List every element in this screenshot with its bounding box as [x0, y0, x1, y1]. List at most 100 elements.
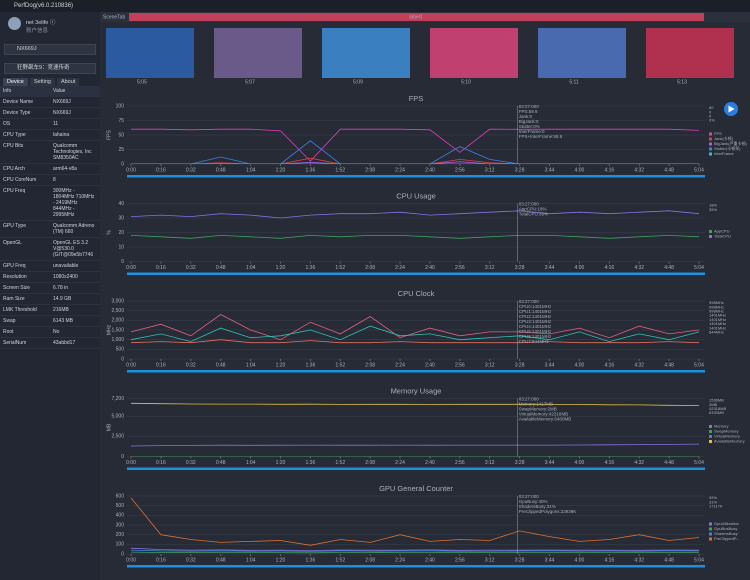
- legend-swatch: [709, 527, 712, 531]
- y-tick-label: 1,500: [111, 327, 124, 333]
- x-tick-label: 3:44: [545, 557, 555, 563]
- tab[interactable]: About: [56, 78, 80, 86]
- current-value: 998MHz: [709, 304, 724, 309]
- x-tick-label: 1:36: [306, 167, 316, 173]
- tooltip-line: CPU3:1401MHz: [519, 319, 552, 324]
- info-cell: CPU Type: [3, 132, 26, 138]
- series-line: [130, 234, 700, 239]
- thumbnail: [538, 28, 626, 78]
- x-tick-label: 1:04: [246, 167, 256, 173]
- table-row: CPU Type lahaina: [0, 130, 100, 141]
- x-tick-label: 0:48: [216, 265, 226, 271]
- tab[interactable]: Setting: [29, 78, 55, 86]
- y-tick-label: 0: [121, 259, 124, 265]
- y-tick-label: 400: [116, 513, 125, 519]
- chart-title: CPU Clock: [398, 289, 435, 298]
- value-cell: OpenGL ES 3.2 V@530.0 (GIT@09e5b7746: [53, 240, 94, 258]
- tab[interactable]: Device: [3, 78, 28, 86]
- current-value: 17117K: [709, 503, 723, 508]
- x-tick-label: 4:00: [575, 265, 585, 271]
- info-cell: Device Type: [3, 110, 31, 116]
- value-cell: 6.78 in: [53, 285, 69, 291]
- tooltip-line: 03:27:000: [519, 104, 540, 109]
- legend-label: Jank(卡顿): [714, 135, 734, 141]
- info-cell: Resolution: [3, 274, 27, 280]
- device-select[interactable]: NX669J: [4, 44, 96, 55]
- main-panel: SceneTab label1 5:05 5:07 5:09 5:10 5:11 5:13 FP…: [101, 12, 750, 577]
- x-tick-label: 1:04: [246, 265, 256, 271]
- x-tick-label: 5:04: [694, 557, 704, 563]
- value-cell: NX669J: [53, 110, 71, 116]
- user-name: net 3elife ⓘ: [26, 20, 56, 26]
- legend-label: VirtualMemory: [714, 434, 740, 439]
- current-value: 31%: [709, 499, 717, 504]
- chart-bg: [101, 384, 750, 480]
- legend-swatch: [709, 440, 712, 443]
- x-tick-label: 2:08: [365, 460, 375, 466]
- play-icon: [728, 105, 735, 113]
- legend-label: AppCPU: [714, 229, 730, 234]
- x-tick-label: 5:04: [694, 265, 704, 271]
- scrollbar: [127, 370, 705, 373]
- x-tick-label: 2:08: [365, 167, 375, 173]
- scene-tab: [129, 13, 704, 21]
- legend-swatch: [709, 137, 712, 141]
- x-tick-label: 0:48: [216, 167, 226, 173]
- info-cell: Swap: [3, 318, 16, 324]
- current-value: 60: [709, 105, 714, 110]
- legend-label: AvailableMemory: [714, 439, 745, 444]
- series-line: [130, 549, 700, 552]
- current-value: 1536MB: [709, 398, 724, 403]
- x-tick-label: 2:08: [365, 362, 375, 368]
- info-cell: Ram Size: [3, 296, 25, 302]
- x-tick-label: 3:28: [515, 460, 525, 466]
- x-tick-label: 4:16: [604, 557, 614, 563]
- x-tick-label: 1:04: [246, 362, 256, 368]
- y-tick-label: 0: [121, 454, 124, 460]
- legend-swatch: [709, 152, 712, 156]
- y-tick-label: 200: [116, 532, 125, 538]
- x-tick-label: 1:04: [246, 460, 256, 466]
- legend-label: TotalCPU: [714, 234, 731, 239]
- info-cell: SerialNum: [3, 340, 27, 346]
- x-tick-label: 3:12: [485, 557, 495, 563]
- app-select[interactable]: 狂野飙车9：竞速传奇: [4, 63, 96, 74]
- current-value: 1401MHz: [709, 317, 726, 322]
- y-tick-label: 25: [118, 147, 124, 153]
- legend-swatch: [709, 132, 712, 136]
- series-line: [130, 314, 700, 341]
- tooltip-line: AvailableMemory:6480MB: [519, 417, 571, 422]
- tooltip-line: CPU7:844MHz: [519, 339, 550, 344]
- table-row: CPU CoreNum 8: [0, 175, 100, 186]
- sidebar: net 3elife ⓘ 账户信息 NX669J 狂野飙车9：竞速传奇 Devi…: [0, 12, 100, 580]
- x-tick-label: 5:04: [694, 167, 704, 173]
- x-tick-label: 2:56: [455, 265, 465, 271]
- user: net 3elife ⓘ 账户信息: [0, 12, 100, 34]
- current-value: 2MB: [709, 402, 718, 407]
- x-tick-label: 1:04: [246, 557, 256, 563]
- scrollbar: [127, 467, 705, 470]
- chart-title: GPU General Counter: [379, 484, 453, 493]
- y-tick-label: 0: [121, 161, 124, 167]
- y-tick-label: 10: [118, 244, 124, 250]
- y-axis-label: FPS: [106, 129, 112, 139]
- info-cell: GPU Freq: [3, 263, 26, 269]
- x-tick-label: 0:00: [126, 460, 136, 466]
- x-tick-label: 4:32: [634, 557, 644, 563]
- info-cell: OpenGL: [3, 240, 22, 246]
- y-axis-label: %: [106, 230, 112, 235]
- table-header: Info Value: [0, 86, 100, 97]
- x-tick-label: 0:32: [186, 557, 196, 563]
- x-tick-label: 3:12: [485, 265, 495, 271]
- x-tick-label: 2:24: [395, 167, 405, 173]
- tooltip-line: SwapMemory:2MB: [519, 407, 557, 412]
- series-line: [130, 551, 700, 554]
- x-tick-label: 4:16: [604, 265, 614, 271]
- current-value: 42318MB: [709, 406, 726, 411]
- x-tick-label: 0:00: [126, 557, 136, 563]
- thumbnail: [106, 28, 194, 78]
- x-tick-label: 4:48: [664, 265, 674, 271]
- current-value: 6330MB: [709, 410, 724, 415]
- legend-swatch: [709, 522, 712, 526]
